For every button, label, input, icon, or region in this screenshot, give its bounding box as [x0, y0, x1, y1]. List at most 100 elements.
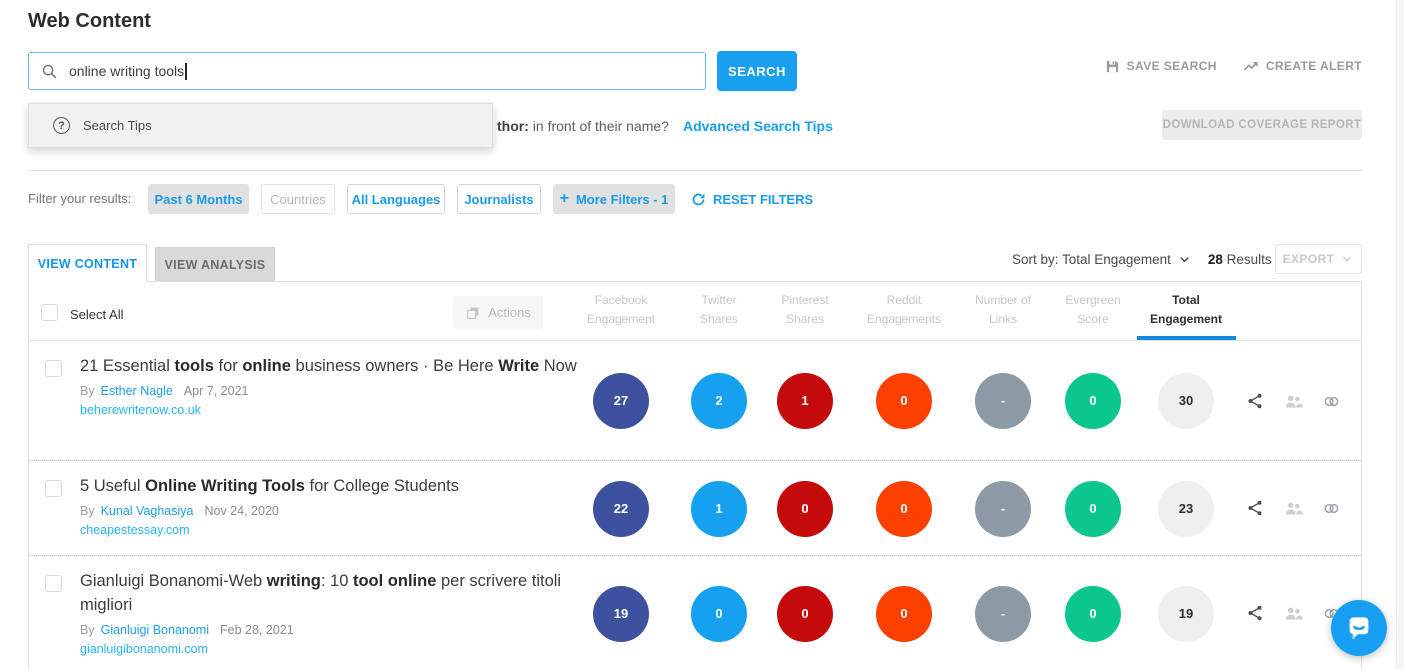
domain-link[interactable]: cheapestessay.com [80, 523, 190, 537]
tab-view-analysis[interactable]: VIEW ANALYSIS [155, 247, 275, 281]
domain-link[interactable]: gianluigibonanomi.com [80, 642, 208, 656]
text-caret [185, 62, 187, 80]
more-filters-label: More Filters - 1 [575, 191, 669, 207]
filter-time-range[interactable]: Past 6 Months [148, 184, 249, 214]
search-tips-dropdown[interactable]: ? Search Tips [28, 103, 493, 148]
reset-filters-label: RESET FILTERS [713, 191, 814, 207]
byline-prefix: By [80, 504, 95, 518]
advanced-search-tips-link[interactable]: Advanced Search Tips [682, 118, 833, 134]
article-date: Feb 28, 2021 [220, 623, 294, 637]
search-input[interactable]: online writing tools [28, 52, 706, 90]
chevron-down-icon [1177, 252, 1192, 267]
column-header-reddit[interactable]: Reddit Engagements [866, 293, 942, 326]
export-button[interactable]: EXPORT [1275, 244, 1362, 274]
backlink-icon[interactable] [1322, 499, 1340, 517]
save-search-button[interactable]: SAVE SEARCH [1105, 59, 1217, 74]
trending-arrow-icon [1243, 58, 1259, 74]
hint-author-operator: thor: [497, 118, 529, 134]
filter-languages[interactable]: All Languages [347, 184, 445, 214]
search-query-text: online writing tools [69, 63, 185, 79]
metric-circle-total: 23 [1158, 480, 1214, 537]
search-tips-label: Search Tips [83, 118, 152, 133]
more-filters-button[interactable]: + More Filters - 1 [553, 184, 675, 214]
table-row: Gianluigi Bonanomi-Web writing: 10 tool … [29, 555, 1361, 669]
metric-circle-links: - [975, 585, 1031, 642]
column-header-twitter[interactable]: Twitter Shares [699, 293, 739, 326]
article-date: Apr 7, 2021 [183, 384, 249, 398]
refresh-icon [691, 192, 706, 207]
save-search-label: SAVE SEARCH [1126, 59, 1217, 73]
sort-by-dropdown[interactable]: Sort by: Total Engagement 28 Results [1012, 244, 1272, 274]
sort-by-label: Sort by: Total Engagement [1012, 251, 1171, 267]
column-header-links[interactable]: Number of Links [974, 293, 1032, 326]
metric-circle-pinterest: 1 [777, 372, 833, 429]
column-header-evergreen[interactable]: Evergreen Score [1065, 293, 1121, 326]
filter-countries[interactable]: Countries [261, 184, 335, 214]
search-icon [41, 63, 58, 80]
page-title: Web Content [28, 10, 151, 32]
page-scrollbar[interactable] [1396, 0, 1404, 669]
metric-circle-reddit: 0 [876, 480, 932, 537]
chevron-down-icon [1340, 252, 1354, 266]
metric-circle-pinterest: 0 [777, 480, 833, 537]
metric-circle-evergreen: 0 [1065, 585, 1121, 642]
share-icon[interactable] [1246, 392, 1264, 410]
row-checkbox[interactable] [45, 575, 62, 592]
table-header: Select All Actions Facebook Engagement Twi… [29, 282, 1361, 341]
create-alert-label: CREATE ALERT [1265, 59, 1362, 73]
create-alert-button[interactable]: CREATE ALERT [1243, 58, 1362, 74]
article-title[interactable]: Gianluigi Bonanomi-Web writing: 10 tool … [80, 572, 562, 614]
export-label: EXPORT [1282, 252, 1335, 266]
metric-circle-evergreen: 0 [1065, 480, 1121, 537]
table-row: 21 Essential tools for online business o… [29, 341, 1361, 460]
select-all-checkbox[interactable] [41, 304, 58, 321]
article-title[interactable]: 5 Useful Online Writing Tools for Colleg… [80, 477, 460, 495]
section-divider [28, 170, 1362, 171]
metric-circle-twitter: 2 [691, 372, 747, 429]
download-coverage-report-button[interactable]: DOWNLOAD COVERAGE REPORT [1162, 110, 1362, 140]
shared-by-icon[interactable] [1284, 604, 1303, 622]
search-button[interactable]: SEARCH [717, 51, 797, 91]
chat-widget-button[interactable] [1331, 600, 1387, 656]
article-date: Nov 24, 2020 [204, 504, 279, 518]
question-icon: ? [53, 117, 70, 134]
shared-by-icon[interactable] [1284, 499, 1303, 517]
row-checkbox[interactable] [45, 360, 62, 377]
tab-view-content[interactable]: VIEW CONTENT [28, 244, 147, 282]
search-hint: thor: in front of their name? Advanced Se… [497, 118, 833, 134]
table-row: 5 Useful Online Writing Tools for Colleg… [29, 460, 1361, 555]
row-checkbox[interactable] [45, 480, 62, 497]
metric-circle-pinterest: 0 [777, 585, 833, 642]
share-icon[interactable] [1246, 604, 1264, 622]
hint-text: in front of their name? [528, 118, 669, 134]
share-icon[interactable] [1246, 499, 1264, 517]
metric-circle-links: - [975, 372, 1031, 429]
column-header-pinterest[interactable]: Pinterest Shares [781, 293, 829, 326]
save-icon [1105, 59, 1120, 74]
filters-label: Filter your results: [28, 191, 132, 206]
results-word: Results [1226, 251, 1272, 267]
reset-filters-button[interactable]: RESET FILTERS [691, 184, 813, 214]
author-link[interactable]: Kunal Vaghasiya [100, 504, 194, 518]
article-title[interactable]: 21 Essential tools for online business o… [80, 357, 577, 375]
actions-button[interactable]: Actions [453, 296, 543, 329]
select-all-label: Select All [70, 307, 124, 322]
chat-bubble-icon [1349, 617, 1369, 640]
metric-circle-facebook: 19 [593, 585, 649, 642]
byline-prefix: By [80, 384, 95, 398]
backlink-icon[interactable] [1322, 392, 1340, 410]
metric-circle-twitter: 1 [691, 480, 747, 537]
results-count: 28 Results [1208, 252, 1272, 267]
stacked-squares-icon [465, 305, 481, 321]
shared-by-icon[interactable] [1284, 392, 1303, 410]
column-header-facebook[interactable]: Facebook Engagement [586, 293, 656, 326]
author-link[interactable]: Esther Nagle [100, 384, 173, 398]
filter-journalists[interactable]: Journalists [457, 184, 541, 214]
metric-circle-evergreen: 0 [1065, 372, 1121, 429]
metric-circle-reddit: 0 [876, 585, 932, 642]
column-header-total[interactable]: Total Engagement [1149, 293, 1222, 326]
domain-link[interactable]: beherewritenow.co.uk [80, 403, 201, 417]
author-link[interactable]: Gianluigi Bonanomi [100, 623, 209, 637]
header-actions: SAVE SEARCH CREATE ALERT [1105, 58, 1362, 74]
